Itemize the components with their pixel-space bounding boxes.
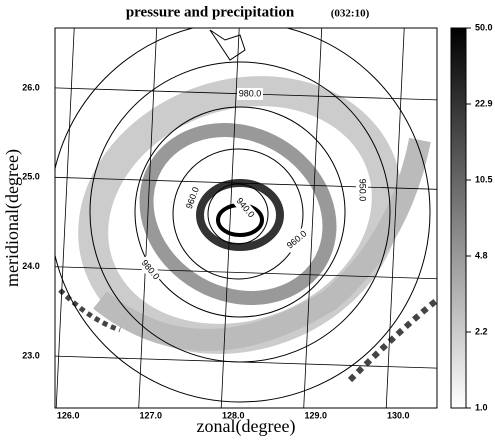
contour-label-bg <box>137 256 163 284</box>
contour-label: 980.0 <box>239 88 262 98</box>
x-tick-label: 130.0 <box>387 410 410 420</box>
contour-label: 950.0 <box>358 179 368 202</box>
grid-line <box>55 27 75 409</box>
grid-line <box>303 27 323 409</box>
chart-subtitle: (032:10) <box>331 8 370 20</box>
y-axis-label: meridional(degree) <box>2 149 23 287</box>
x-axis-label: zonal(degree) <box>197 416 296 437</box>
colorbar-label: 10.5 <box>475 174 493 184</box>
grid-line <box>54 355 438 369</box>
contour-label-bg <box>356 177 368 203</box>
colorbar-label: 22.9 <box>475 98 493 108</box>
grid-line <box>385 27 405 409</box>
contour-label-bg <box>283 227 311 253</box>
contour-label-bg <box>182 183 204 213</box>
colorbar-label: 2.2 <box>475 326 488 336</box>
plot-frame <box>54 27 438 409</box>
colorbar-label: 1.0 <box>475 402 488 412</box>
y-tick-label: 26.0 <box>22 82 40 92</box>
contour-label-bg <box>237 88 263 100</box>
y-tick-label: 23.0 <box>22 351 40 361</box>
x-tick-label: 126.0 <box>57 410 80 420</box>
x-tick-label: 128.0 <box>222 410 245 420</box>
y-tick-label: 25.0 <box>22 172 40 182</box>
y-tick-label: 24.0 <box>22 261 40 271</box>
colorbar-label: 4.8 <box>475 250 488 260</box>
colorbar-label: 50.0 <box>475 22 493 32</box>
x-tick-label: 129.0 <box>304 410 327 420</box>
contour-label-bg <box>232 194 258 222</box>
grid-line <box>220 27 240 409</box>
grid-line <box>54 266 438 280</box>
colorbar <box>450 27 467 409</box>
x-tick-label: 127.0 <box>139 410 162 420</box>
chart-title: pressure and precipitation <box>126 4 295 20</box>
grid-line <box>54 176 438 190</box>
